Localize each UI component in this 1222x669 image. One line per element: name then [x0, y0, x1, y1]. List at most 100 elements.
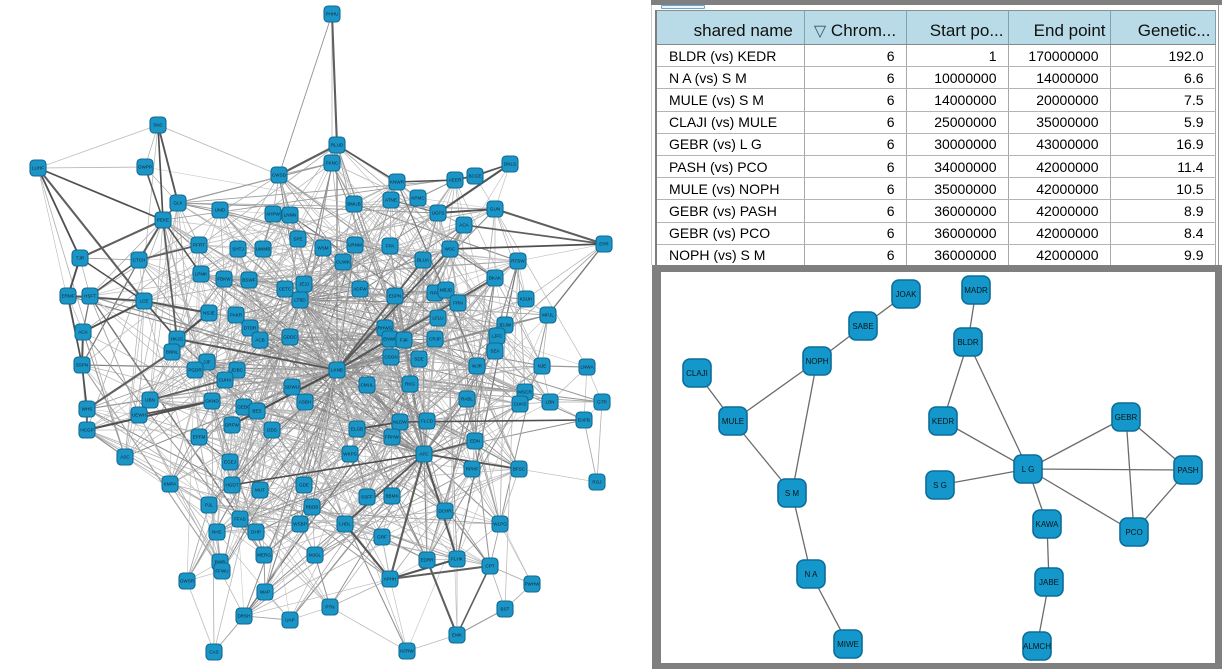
svg-text:JOAK: JOAK: [896, 290, 918, 299]
svg-text:EDN: EDN: [470, 439, 480, 444]
svg-text:S G: S G: [933, 481, 947, 490]
svg-text:CUWK: CUWK: [336, 260, 351, 265]
svg-text:LNNN: LNNN: [284, 213, 297, 218]
svg-text:DTDR: DTDR: [244, 326, 257, 331]
svg-text:EGEJ: EGEJ: [224, 460, 236, 465]
svg-text:UEWH: UEWH: [132, 413, 146, 418]
svg-text:EPFM: EPFM: [193, 435, 206, 440]
svg-text:UBN: UBN: [145, 398, 155, 403]
svg-text:BFSC: BFSC: [513, 467, 526, 472]
svg-text:KNWR: KNWR: [390, 180, 405, 185]
svg-text:URNM: URNM: [348, 243, 362, 248]
svg-text:SPE: SPE: [293, 237, 302, 242]
svg-text:MIWE: MIWE: [837, 640, 859, 649]
svg-text:LUHF: LUHF: [32, 166, 44, 171]
svg-text:CUKS: CUKS: [514, 402, 527, 407]
svg-text:CSGN: CSGN: [384, 355, 397, 360]
svg-text:MSCR: MSCR: [518, 390, 532, 395]
svg-text:NHC: NHC: [212, 530, 223, 535]
svg-text:WHS: WHS: [82, 407, 93, 412]
svg-text:FLCD: FLCD: [421, 419, 434, 424]
svg-text:PEKE: PEKE: [157, 218, 169, 223]
svg-text:GUN: GUN: [490, 207, 500, 212]
svg-text:ACB: ACB: [255, 338, 264, 343]
svg-text:RBDB: RBDB: [306, 505, 319, 510]
svg-text:DRSH: DRSH: [237, 614, 250, 619]
svg-text:BWB: BWB: [215, 560, 225, 565]
svg-text:BLDR: BLDR: [957, 338, 979, 347]
svg-text:GDE: GDE: [299, 483, 309, 488]
svg-text:BST: BST: [501, 607, 510, 612]
svg-text:RPHF: RPHF: [466, 467, 479, 472]
svg-text:PHHU: PHHU: [325, 12, 338, 17]
svg-text:MUT: MUT: [255, 488, 265, 493]
svg-text:DCHR: DCHR: [438, 509, 452, 514]
svg-text:EDRR: EDRR: [420, 558, 434, 563]
svg-text:SDE: SDE: [414, 357, 423, 362]
svg-text:PTN: PTN: [325, 605, 334, 610]
svg-text:CTCH: CTCH: [133, 258, 146, 263]
svg-text:CAS: CAS: [209, 650, 218, 655]
svg-text:ALMCH: ALMCH: [1023, 642, 1051, 651]
svg-text:BBMK: BBMK: [385, 494, 399, 499]
svg-text:HCGP: HCGP: [80, 428, 93, 433]
svg-text:LHDL: LHDL: [339, 522, 351, 527]
svg-text:CWSD: CWSD: [272, 173, 287, 178]
svg-text:DNLS: DNLS: [504, 162, 516, 167]
svg-text:FBKW: FBKW: [217, 277, 231, 282]
svg-text:PJL: PJL: [205, 503, 213, 508]
svg-text:FPA: FPA: [386, 244, 396, 249]
svg-text:SHTJ: SHTJ: [232, 247, 243, 252]
svg-text:LKNB: LKNB: [331, 368, 343, 373]
svg-text:JDBC: JDBC: [231, 368, 244, 373]
svg-text:KEDR: KEDR: [932, 417, 954, 426]
svg-text:ERMF: ERMF: [61, 294, 74, 299]
svg-text:WSM: WSM: [317, 246, 328, 251]
svg-text:GLK: GLK: [173, 201, 183, 206]
svg-text:TJR: TJR: [76, 256, 85, 261]
svg-text:CMUL: CMUL: [360, 383, 373, 388]
svg-text:ACA: ACA: [459, 223, 469, 228]
svg-text:CUHA: CUHA: [218, 378, 232, 383]
svg-text:BMUB: BMUB: [347, 202, 360, 207]
svg-text:FJK: FJK: [400, 338, 409, 343]
svg-text:NOPH: NOPH: [805, 357, 828, 366]
svg-text:RKG: RKG: [405, 382, 415, 387]
svg-text:LBN: LBN: [546, 400, 555, 405]
svg-text:BCGE: BCGE: [468, 174, 481, 179]
svg-text:N A: N A: [805, 570, 819, 579]
svg-text:WAP: WAP: [260, 590, 270, 595]
svg-text:GKND: GKND: [205, 399, 219, 404]
svg-text:JDJW: JDJW: [499, 323, 512, 328]
svg-text:CRJP: CRJP: [429, 337, 441, 342]
svg-text:DRFW: DRFW: [225, 423, 239, 428]
svg-text:BLUA: BLUA: [417, 258, 430, 263]
svg-text:NLDW: NLDW: [393, 420, 407, 425]
svg-text:WLPG: WLPG: [493, 522, 507, 527]
svg-text:GDDC: GDDC: [283, 335, 297, 340]
svg-text:KPMC: KPMC: [411, 196, 425, 201]
svg-text:PFRT: PFRT: [193, 243, 205, 248]
svg-text:SSFF: SSFF: [361, 495, 373, 500]
svg-text:LCE: LCE: [140, 299, 149, 304]
svg-text:JEJJ: JEJJ: [299, 282, 309, 287]
svg-text:RFG: RFG: [430, 291, 440, 296]
svg-text:WJR: WJR: [472, 364, 483, 369]
svg-text:PGDR: PGDR: [188, 368, 202, 373]
svg-text:UMD: UMD: [215, 208, 226, 213]
svg-text:JABE: JABE: [1039, 578, 1059, 587]
svg-text:ATNE: ATNE: [385, 198, 397, 203]
svg-text:ASBH: ASBH: [299, 400, 312, 405]
svg-text:APHH: APHH: [384, 577, 397, 582]
svg-text:SABE: SABE: [852, 322, 873, 331]
svg-text:PCO: PCO: [1125, 528, 1142, 537]
svg-text:ELGB: ELGB: [351, 427, 363, 432]
svg-text:WSC: WSC: [445, 247, 456, 252]
svg-text:MERG: MERG: [257, 553, 271, 558]
svg-text:PAKR: PAKR: [230, 313, 243, 318]
svg-text:ADFW: ADFW: [353, 287, 367, 292]
svg-text:KFRW: KFRW: [400, 649, 414, 654]
svg-text:MJGL: MJGL: [309, 553, 322, 558]
svg-text:GRF: GRF: [377, 535, 387, 540]
svg-text:RLUD: RLUD: [331, 143, 344, 148]
